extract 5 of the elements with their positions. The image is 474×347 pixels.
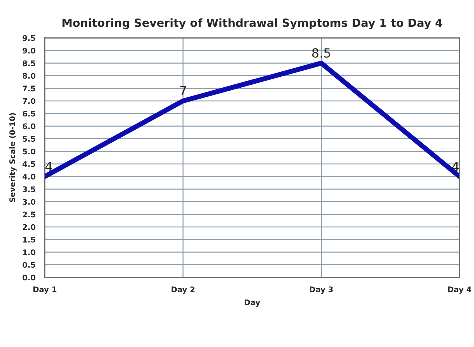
data-label: 4: [46, 162, 52, 172]
chart-title: Monitoring Severity of Withdrawal Symptoms Day 1 to Day 4: [62, 18, 443, 30]
data-label: 7: [180, 86, 186, 96]
data-label: 8.5: [312, 48, 330, 58]
data-label: 4: [452, 162, 460, 172]
